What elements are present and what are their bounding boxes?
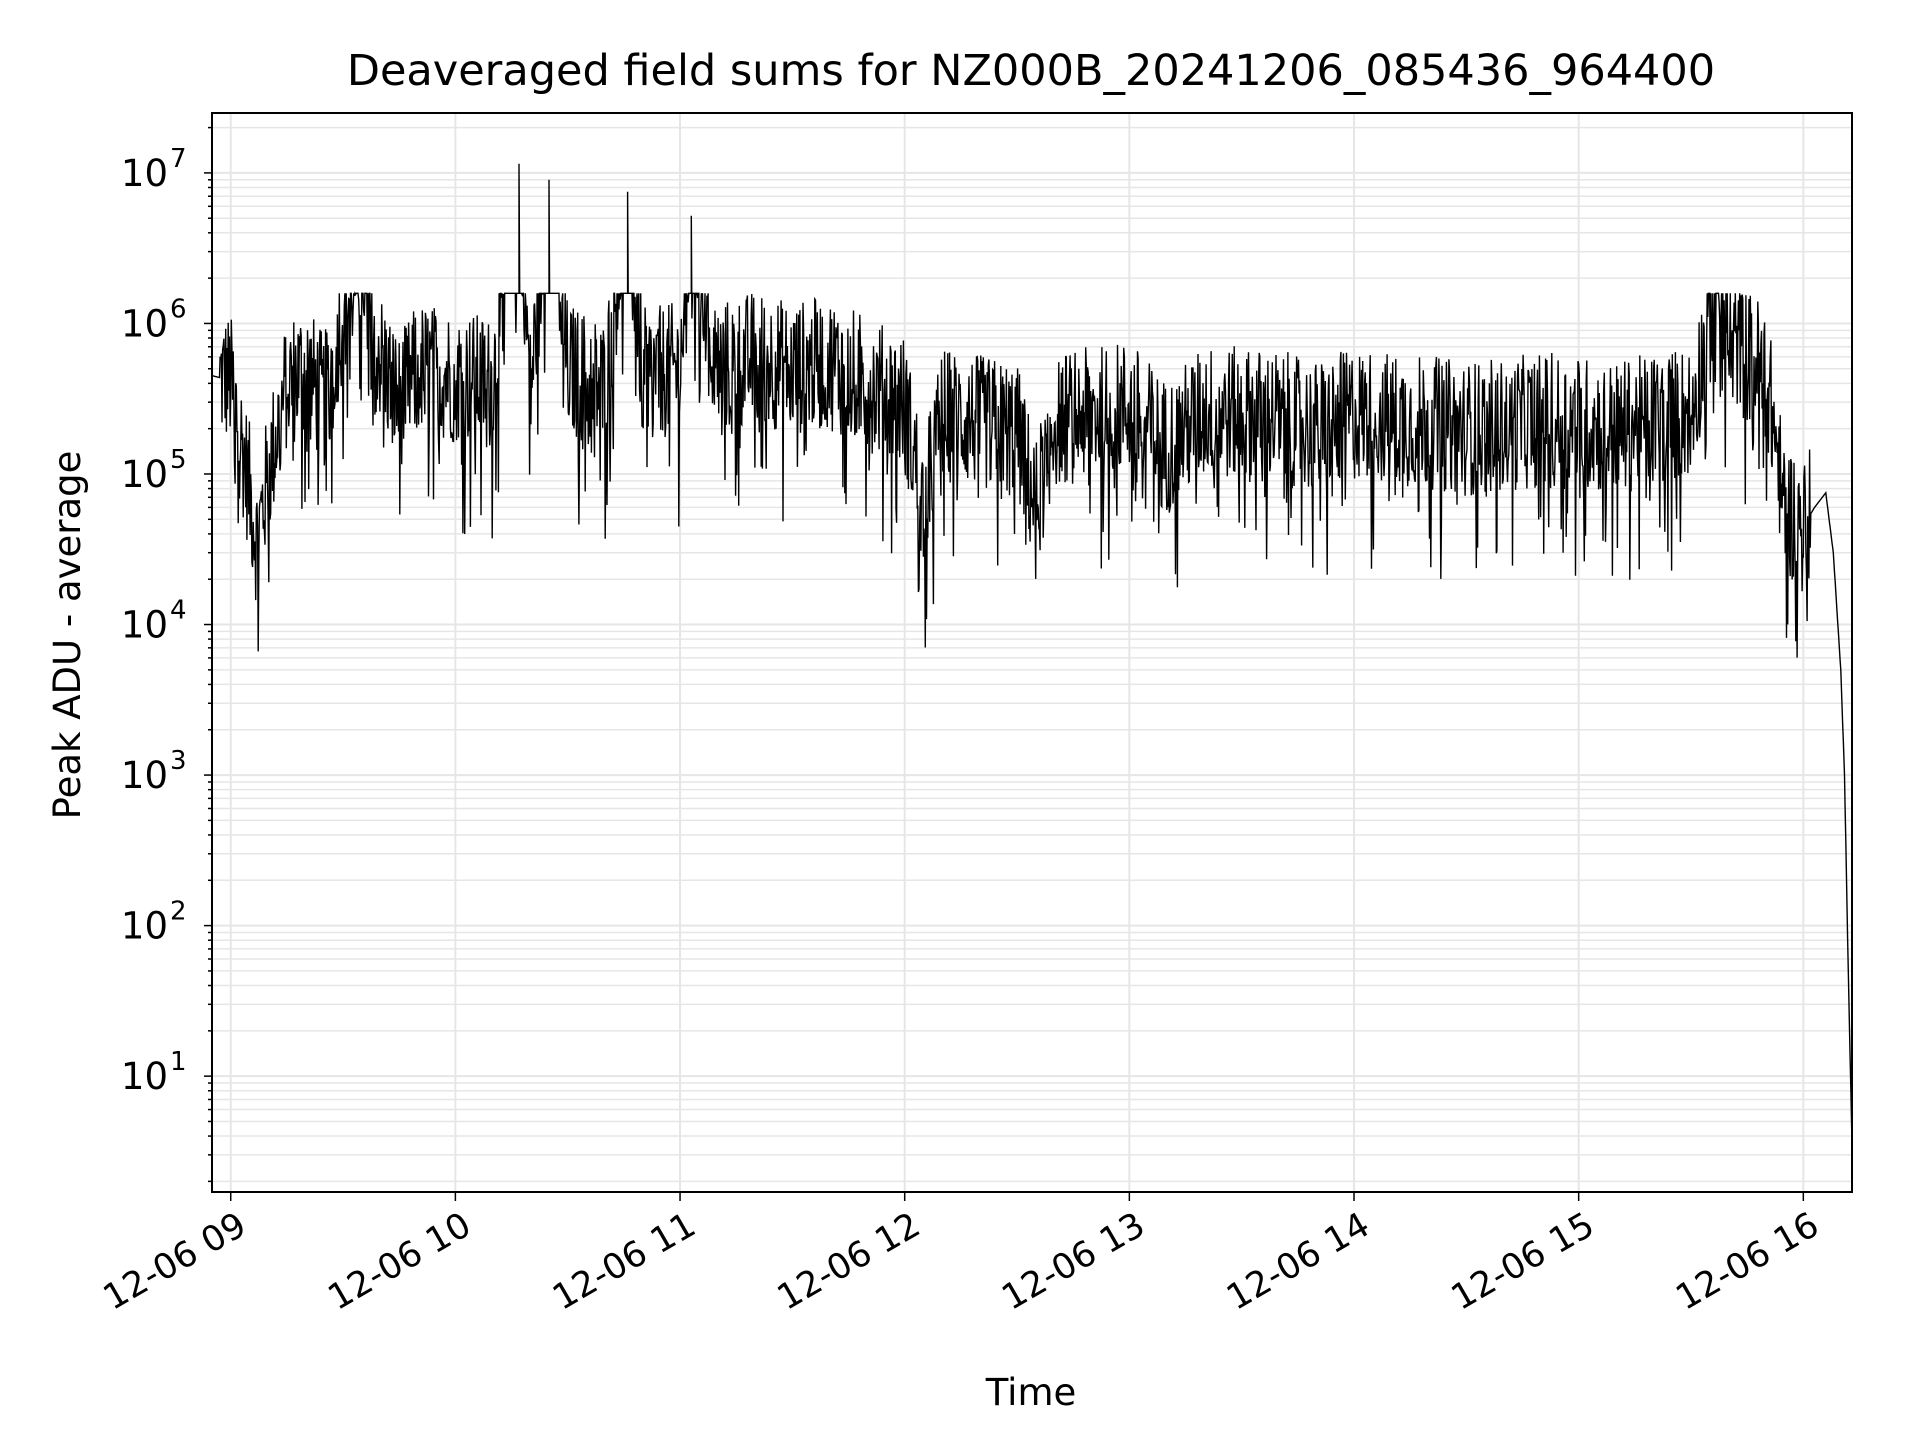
- y-tick-exponent: 1: [170, 1047, 187, 1077]
- x-tick-label: 12-06 11: [546, 1205, 702, 1318]
- y-tick-label: 10: [121, 302, 168, 345]
- x-tick-label: 12-06 14: [1220, 1205, 1376, 1318]
- x-tick-label: 12-06 13: [996, 1205, 1152, 1318]
- y-tick-exponent: 6: [170, 294, 187, 324]
- x-axis-ticks: 12-06 09 12-06 10 12-06 11 12-06 12 12-06 13…: [97, 1192, 1826, 1318]
- x-tick-label: 12-06 16: [1670, 1205, 1826, 1318]
- y-tick-label: 10: [121, 152, 168, 195]
- series-line: [211, 163, 1853, 1145]
- y-tick-label: 10: [121, 1055, 168, 1098]
- y-tick-exponent: 4: [170, 596, 187, 626]
- x-tick-label: 12-06 12: [771, 1205, 927, 1318]
- x-axis-label: Time: [985, 1371, 1077, 1414]
- y-tick-label: 10: [121, 754, 168, 797]
- plot-frame: [211, 112, 1853, 1193]
- y-tick-exponent: 7: [170, 144, 187, 174]
- y-tick-exponent: 5: [170, 445, 187, 475]
- y-tick-exponent: 2: [170, 897, 187, 927]
- y-tick-label: 10: [121, 905, 168, 948]
- grid-lines: [212, 113, 1852, 1192]
- x-tick-label: 12-06 09: [97, 1205, 253, 1318]
- series-layer: [211, 163, 1853, 1145]
- y-tick-exponent: 3: [170, 746, 187, 776]
- x-tick-label: 12-06 15: [1445, 1205, 1601, 1318]
- y-tick-label: 10: [121, 453, 168, 496]
- y-tick-label: 10: [121, 604, 168, 647]
- chart-title: Deaveraged field sums for NZ000B_2024120…: [347, 46, 1715, 96]
- x-tick-label: 12-06 10: [322, 1205, 478, 1318]
- y-axis-label: Peak ADU - average: [46, 451, 89, 820]
